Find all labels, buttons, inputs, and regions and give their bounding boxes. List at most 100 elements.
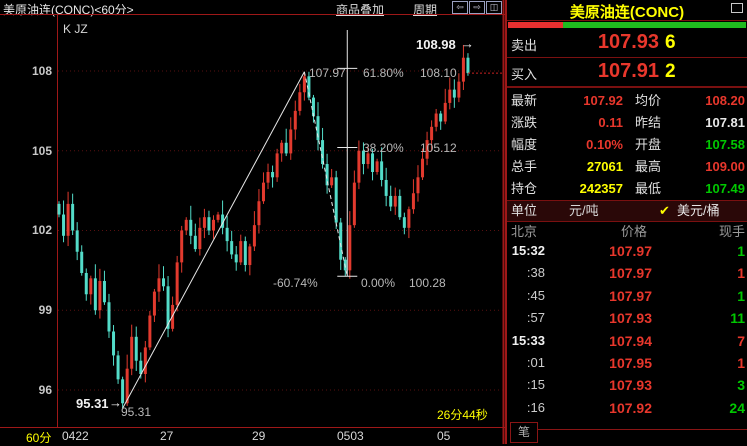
trade-row[interactable]: :45 107.97 1	[507, 285, 747, 307]
tab-divider	[537, 429, 747, 430]
time-tick: 0503	[337, 429, 364, 443]
trade-row[interactable]: :01 107.95 1	[507, 352, 747, 374]
split-window-icon[interactable]: ◫	[486, 1, 502, 14]
trade-qty: 1	[737, 355, 745, 371]
prev-arrow-icon[interactable]: ⇦	[452, 1, 468, 14]
stat-label: 最新	[511, 93, 538, 108]
unit-row[interactable]: 单位 元/吨 ✔ 美元/桶	[507, 200, 747, 222]
time-tick: 0422	[62, 429, 89, 443]
divider	[507, 86, 747, 88]
trade-time: :45	[526, 287, 545, 303]
stat-label: 幅度	[511, 137, 538, 152]
ask-price: 107.93	[597, 31, 659, 53]
bid-price: 107.91	[597, 60, 659, 82]
trade-time: :15	[526, 377, 545, 393]
trade-qty: 1	[737, 243, 745, 259]
session-high-label: 108.98	[416, 37, 456, 52]
stat-row: 最新 107.92 均价 108.20	[507, 90, 747, 112]
bid-label: 买入	[511, 67, 538, 82]
stat-label: 总手	[511, 159, 538, 174]
trade-qty: 1	[737, 265, 745, 282]
trade-row[interactable]: :16 107.92 24	[507, 397, 747, 419]
stat-value: 107.49	[705, 181, 745, 196]
price-tick: 102	[31, 223, 52, 238]
trade-row[interactable]: 15:32 107.97 1	[507, 240, 747, 262]
unit-usd-option[interactable]: 美元/桶	[677, 203, 720, 218]
quote-panel: 美原油连(CONC) 卖出 107.93 6 买入 107.91 2 最新 107…	[505, 0, 747, 444]
chart-legend: K JZ	[63, 22, 88, 36]
check-icon: ✔	[659, 203, 670, 218]
stat-value: 0.10%	[586, 137, 623, 152]
trade-price: 107.93	[609, 377, 652, 394]
stat-value: 27061	[586, 159, 623, 174]
stat-row: 总手 27061 最高 109.00	[507, 156, 747, 178]
high-arrow-icon: →	[461, 36, 474, 51]
tab-tick[interactable]: 笔	[510, 422, 538, 443]
buy-ratio-segment	[562, 22, 746, 28]
trade-price: 107.95	[609, 355, 652, 371]
trade-row[interactable]: 15:33 107.94 7	[507, 330, 747, 352]
trade-time: :57	[526, 310, 545, 326]
col-qty: 现手	[718, 224, 745, 239]
trade-time: 15:32	[511, 243, 545, 258]
stat-label: 最高	[635, 159, 662, 174]
stat-value: 107.58	[705, 137, 745, 152]
stat-value: 107.92	[583, 93, 623, 108]
ask-size: 6	[665, 32, 676, 53]
instrument-name: 美原油连(CONC)	[569, 4, 685, 21]
period-link[interactable]: 周期	[413, 3, 438, 17]
trade-price: 107.97	[609, 287, 652, 304]
trade-time: :01	[526, 355, 545, 370]
unit-label: 单位	[511, 203, 538, 218]
ask-row[interactable]: 卖出 107.93 6	[507, 30, 747, 56]
stat-value: 108.20	[705, 93, 745, 108]
fib-382-pct-label: 38.20%	[363, 141, 404, 155]
trade-price: 107.97	[609, 265, 652, 282]
stat-value: 107.81	[705, 115, 745, 130]
divider	[507, 20, 747, 21]
candlestick-chart[interactable]	[0, 0, 505, 444]
trade-qty: 11	[730, 310, 745, 327]
stat-label: 涨跌	[511, 115, 538, 130]
trade-qty: 7	[737, 332, 745, 349]
time-tick: 27	[160, 429, 174, 443]
chart-title: 美原油连(CONC)<60分>	[3, 3, 134, 17]
divider	[507, 57, 747, 58]
stat-label: 均价	[635, 93, 662, 108]
trade-row[interactable]: :57 107.93 11	[507, 307, 747, 329]
ask-label: 卖出	[511, 38, 538, 53]
trade-price: 107.92	[609, 399, 652, 416]
price-tick: 105	[31, 143, 52, 158]
restore-window-icon[interactable]	[731, 3, 743, 13]
timesales-header: 北京 价格 现手	[507, 223, 747, 241]
trade-row[interactable]: :38 107.97 1	[507, 262, 747, 284]
time-tick: 05	[437, 429, 451, 443]
price-tick: 108	[31, 64, 52, 78]
bid-size: 2	[665, 61, 676, 82]
low-arrow-icon: →	[109, 395, 122, 410]
bid-row[interactable]: 买入 107.91 2	[507, 59, 747, 85]
stat-value: 0.11	[598, 115, 623, 130]
stat-label: 最低	[635, 181, 662, 196]
col-price: 价格	[620, 224, 647, 239]
fib-618-price-label: 108.10	[420, 66, 457, 80]
trade-qty: 3	[737, 377, 745, 394]
fib-swing-low-label: 95.31	[121, 405, 152, 419]
trade-time: 15:33	[511, 332, 545, 348]
top-bar: 美原油连(CONC)<60分> 商品叠加 周期 ⇦ ⇨ ◫	[0, 0, 505, 17]
bar-countdown: 26分44秒	[437, 408, 488, 422]
trade-qty: 1	[737, 287, 745, 304]
stat-row: 持仓 242357 最低 107.49	[507, 178, 747, 200]
buy-sell-ratio-bar	[508, 22, 746, 28]
stat-value: 242357	[579, 181, 623, 196]
next-arrow-icon[interactable]: ⇨	[469, 1, 485, 14]
trade-row[interactable]: :15 107.93 3	[507, 374, 747, 396]
overlay-link[interactable]: 商品叠加	[336, 3, 385, 17]
fib-neg-pct-label: -60.74%	[273, 276, 318, 290]
trade-time: :16	[526, 399, 545, 415]
stat-row: 涨跌 0.11 昨结 107.81	[507, 112, 747, 134]
unit-cny-option[interactable]: 元/吨	[569, 203, 599, 218]
trade-price: 107.93	[609, 310, 652, 327]
swing-low-label: 95.31	[76, 396, 109, 411]
